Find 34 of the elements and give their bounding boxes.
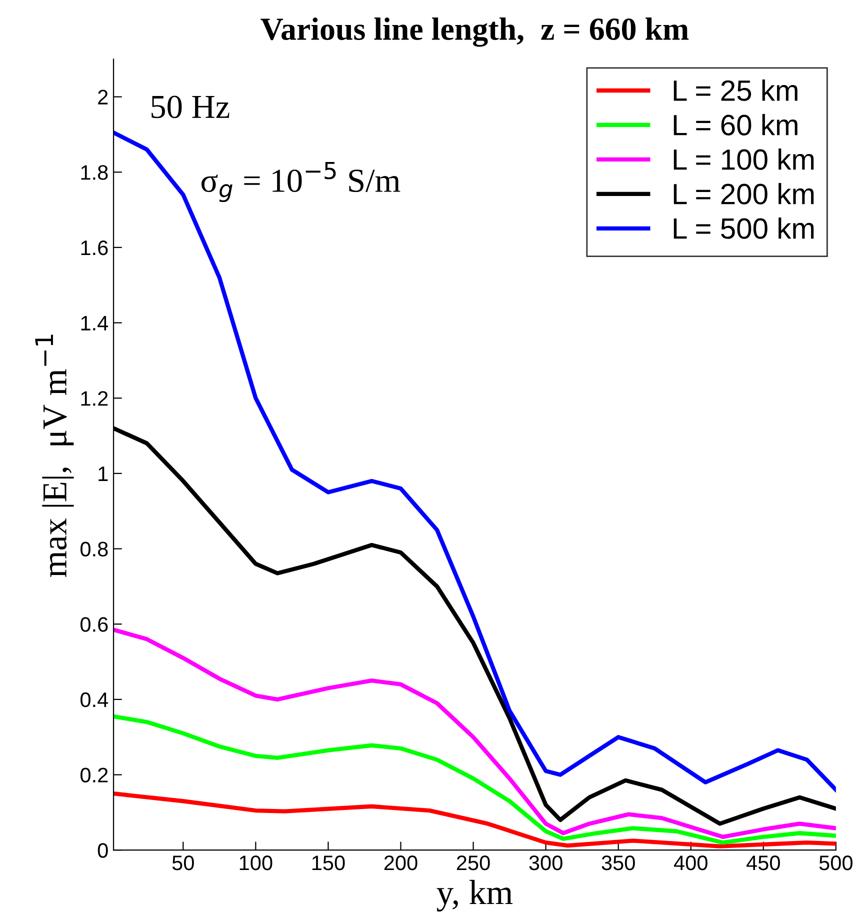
y-tick-label: 1.8 [81,165,108,180]
chart-title: Various line length, z = 660 km [260,18,689,47]
y-tick-label: 1.2 [81,391,108,406]
x-tick-label: 450 [746,855,780,870]
y-tick-label: 0.2 [80,768,108,783]
annotation: 50 Hz [152,96,230,118]
x-tick-label: 300 [529,855,562,870]
legend-label: L = 60 km [674,114,798,136]
line-series [114,714,836,845]
legend-label: L = 500 km [674,217,814,239]
legend-label: L = 25 km [674,80,798,101]
x-tick-label: 500 [819,855,852,870]
y-tick-label: 1.6 [81,240,108,256]
x-tick-label: 150 [312,855,345,870]
y-tick-label: 1.4 [81,316,108,330]
legend-label: L = 200 km [674,182,814,204]
y-tick-label: 0.4 [80,692,108,708]
legend-label: L = 100 km [674,148,814,170]
x-tick-label: 250 [456,855,490,870]
y-tick-label: 0.8 [80,542,108,557]
x-tick-label: 400 [674,855,708,870]
x-tick-label: 200 [384,855,418,870]
line-series [114,628,836,839]
y-tick-label: 0.6 [80,617,108,632]
y-tick-label: 2 [98,90,108,104]
y-axis-title: max |E|, μV m$^{−1}$ [35,334,74,577]
x-tick-label: 350 [602,855,635,870]
x-tick-label: 100 [240,855,272,870]
y-tick-label: 1 [98,466,108,481]
y-tick-label: 0 [98,843,108,858]
annotation: σ$_{g}$ = 10$^{−5}$ S/m [201,162,400,202]
line-series [114,792,836,848]
x-tick-label: 50 [172,855,194,870]
x-axis-title: y, km [436,880,513,912]
